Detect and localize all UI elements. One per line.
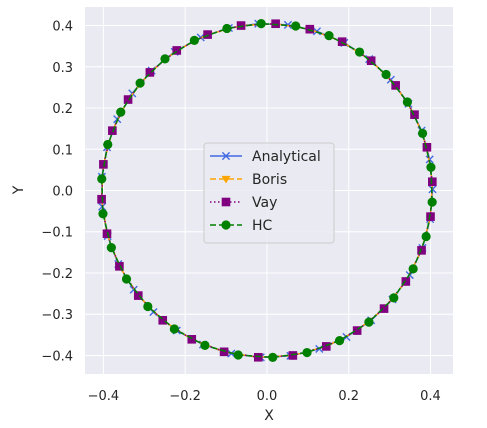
y-axis-label: Y bbox=[11, 185, 27, 195]
y-tick-label: 0.3 bbox=[52, 61, 73, 76]
data-point bbox=[219, 347, 229, 357]
y-tick-label: −0.4 bbox=[41, 349, 73, 364]
x-tick-label: 0.2 bbox=[338, 389, 359, 404]
data-point bbox=[158, 315, 168, 325]
data-point bbox=[283, 20, 293, 29]
data-point bbox=[305, 24, 315, 34]
legend-item: Analytical bbox=[210, 149, 321, 165]
data-point bbox=[427, 197, 437, 207]
x-tick-label: −0.2 bbox=[169, 389, 201, 404]
data-point bbox=[268, 352, 278, 363]
legend-box bbox=[203, 142, 335, 244]
legend-marker bbox=[221, 220, 231, 230]
legend-label: Vay bbox=[252, 195, 277, 211]
legend-marker bbox=[221, 197, 231, 207]
data-point bbox=[145, 68, 155, 77]
data-point bbox=[417, 128, 428, 138]
data-point bbox=[417, 246, 426, 255]
x-axis-label: X bbox=[264, 408, 274, 424]
legend-item: Boris bbox=[210, 172, 287, 188]
tick-labels: −0.4 −0.2 0.0 0.2 0.4 −0.4 −0.3 −0.2 −0.1 0.0 0.1 0… bbox=[41, 20, 440, 404]
data-point bbox=[425, 155, 434, 164]
data-point bbox=[352, 326, 362, 335]
y-tick-label: −0.3 bbox=[41, 308, 73, 323]
x-tick-label: −0.4 bbox=[88, 389, 120, 404]
data-point bbox=[98, 209, 108, 219]
data-point bbox=[291, 21, 301, 31]
legend-label: Boris bbox=[252, 172, 287, 188]
legend-label: Analytical bbox=[252, 149, 321, 165]
data-point bbox=[426, 162, 436, 172]
data-point bbox=[135, 78, 145, 88]
data-point bbox=[133, 291, 143, 300]
data-point bbox=[426, 212, 435, 221]
data-point bbox=[334, 336, 345, 346]
y-tick-label: 0.4 bbox=[52, 20, 73, 35]
data-point bbox=[143, 301, 153, 312]
data-point bbox=[123, 95, 133, 104]
series-vay bbox=[97, 19, 437, 362]
legend-marker bbox=[221, 151, 231, 161]
legend: Analytical Boris Vay HC bbox=[203, 142, 335, 244]
y-tick-label: 0.0 bbox=[52, 185, 73, 200]
legend-label: HC bbox=[252, 218, 273, 234]
data-point bbox=[271, 19, 280, 29]
data-point bbox=[402, 97, 412, 107]
data-point bbox=[410, 110, 419, 119]
data-point bbox=[379, 304, 389, 313]
data-point bbox=[422, 142, 432, 152]
data-point bbox=[160, 54, 170, 64]
legend-marker bbox=[221, 175, 231, 184]
data-point bbox=[169, 324, 179, 334]
data-point bbox=[108, 126, 117, 135]
legend-item: Vay bbox=[210, 195, 277, 211]
y-tick-label: 0.2 bbox=[52, 102, 73, 117]
data-point bbox=[408, 264, 418, 274]
data-point bbox=[337, 37, 347, 46]
data-point bbox=[203, 30, 212, 39]
data-point bbox=[401, 277, 411, 286]
legend-item: HC bbox=[210, 218, 273, 234]
data-point bbox=[364, 317, 374, 327]
data-point bbox=[121, 274, 132, 284]
data-point bbox=[115, 262, 124, 271]
data-point bbox=[236, 21, 246, 30]
x-tick-label: 0.0 bbox=[257, 389, 278, 404]
data-point bbox=[253, 352, 263, 362]
y-tick-label: −0.2 bbox=[41, 267, 73, 282]
data-point bbox=[189, 35, 199, 45]
y-tick-label: 0.1 bbox=[52, 143, 73, 158]
data-point bbox=[354, 47, 365, 57]
data-point bbox=[103, 139, 113, 150]
data-point bbox=[389, 293, 399, 303]
data-point bbox=[102, 229, 112, 239]
data-point bbox=[256, 18, 266, 29]
data-point bbox=[366, 56, 376, 66]
data-point bbox=[187, 335, 197, 344]
data-point bbox=[381, 69, 391, 80]
series bbox=[97, 18, 437, 363]
data-point bbox=[200, 340, 210, 350]
data-point bbox=[106, 243, 116, 253]
data-point bbox=[233, 350, 243, 360]
data-point bbox=[99, 160, 108, 169]
data-point bbox=[172, 46, 182, 55]
data-point bbox=[302, 347, 312, 358]
data-point bbox=[116, 107, 126, 117]
x-tick-label: 0.4 bbox=[420, 389, 441, 404]
data-point bbox=[222, 23, 232, 34]
data-point bbox=[324, 31, 334, 41]
data-point bbox=[391, 81, 400, 90]
data-point bbox=[421, 231, 431, 242]
y-tick-label: −0.1 bbox=[41, 226, 73, 241]
data-point bbox=[97, 194, 106, 204]
data-point bbox=[97, 174, 107, 184]
series-hc bbox=[97, 18, 437, 363]
data-point bbox=[428, 177, 437, 187]
data-point bbox=[288, 351, 298, 360]
data-point bbox=[322, 342, 331, 351]
